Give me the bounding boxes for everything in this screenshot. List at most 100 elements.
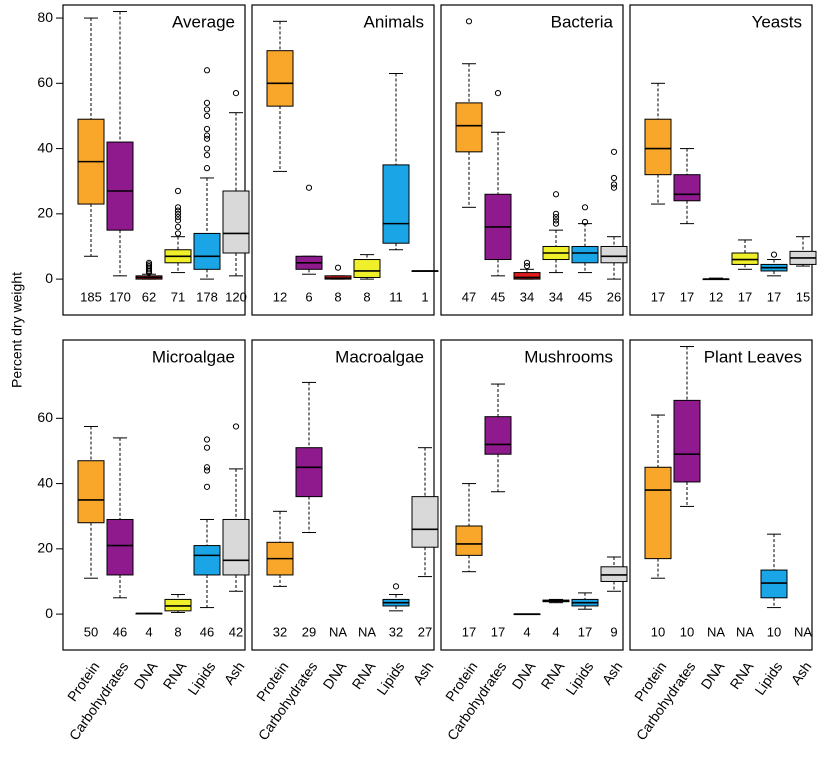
outlier — [305, 184, 313, 191]
outlier — [552, 217, 560, 224]
outlier — [770, 251, 778, 258]
count-label: 1 — [421, 289, 428, 304]
panel-frame — [251, 339, 435, 651]
count-label: 170 — [109, 289, 131, 304]
outlier — [203, 152, 211, 159]
outlier — [203, 67, 211, 74]
y-axis-label: Percent dry weight — [9, 272, 25, 388]
outlier — [203, 99, 211, 106]
x-tick-label: DNA — [319, 658, 349, 692]
box — [106, 518, 134, 576]
count-label: 10 — [680, 624, 694, 639]
count-label: 8 — [363, 289, 370, 304]
panel-title: Animals — [364, 12, 424, 31]
count-label: 34 — [520, 289, 534, 304]
box — [193, 232, 221, 270]
x-tick-label: Lipids — [184, 659, 218, 698]
outlier — [203, 135, 211, 142]
box — [673, 399, 701, 483]
count-label: 9 — [610, 624, 617, 639]
box — [353, 259, 381, 278]
panel-frame — [629, 4, 813, 316]
outlier — [174, 223, 182, 230]
box — [731, 252, 759, 265]
count-label: 45 — [491, 289, 505, 304]
outlier — [203, 436, 211, 443]
x-tick-label: Ash — [788, 659, 815, 688]
outlier — [203, 464, 211, 471]
x-tick-label: Ash — [221, 659, 248, 688]
y-tick-label: 0 — [45, 605, 53, 621]
count-label: 17 — [578, 624, 592, 639]
box — [222, 190, 250, 254]
count-label: 11 — [389, 289, 403, 304]
box — [673, 174, 701, 202]
outlier — [610, 184, 618, 191]
count-label: 12 — [709, 289, 723, 304]
count-label: 17 — [738, 289, 752, 304]
count-label: 15 — [796, 289, 810, 304]
count-label: 46 — [113, 624, 127, 639]
outlier — [203, 132, 211, 139]
box — [106, 141, 134, 231]
y-tick-label: 60 — [37, 409, 53, 425]
panel-title: Microalgae — [152, 347, 235, 366]
y-tick-label: 60 — [37, 74, 53, 90]
count-label: 29 — [302, 624, 316, 639]
panel-title: Bacteria — [551, 12, 614, 31]
outlier — [552, 191, 560, 198]
box — [193, 545, 221, 576]
count-label: 120 — [225, 289, 247, 304]
count-label: 34 — [549, 289, 563, 304]
y-tick-label: 40 — [37, 474, 53, 490]
count-label: 178 — [196, 289, 218, 304]
outlier — [174, 214, 182, 221]
box — [411, 496, 439, 548]
outlier — [610, 181, 618, 188]
outlier — [174, 207, 182, 214]
box — [164, 598, 192, 612]
box — [600, 566, 628, 582]
outlier — [174, 210, 182, 217]
count-label: 4 — [552, 624, 559, 639]
box — [455, 102, 483, 153]
outlier — [203, 125, 211, 133]
x-tick-label: Lipids — [562, 659, 596, 698]
outlier — [581, 218, 589, 226]
outlier — [203, 145, 211, 152]
box — [760, 569, 788, 599]
panel-title: Mushrooms — [524, 347, 613, 366]
count-label: 27 — [418, 624, 432, 639]
box — [513, 272, 541, 280]
outlier — [203, 112, 211, 120]
count-label: 4 — [523, 624, 530, 639]
box — [266, 50, 294, 107]
outlier — [203, 483, 211, 490]
outlier — [494, 90, 502, 97]
count-label: 10 — [767, 624, 781, 639]
count-label: 32 — [273, 624, 287, 639]
panel-frame — [62, 339, 246, 651]
count-label: 4 — [145, 624, 152, 639]
outlier — [552, 220, 560, 227]
box — [571, 245, 599, 264]
outlier — [203, 106, 211, 113]
outlier — [552, 210, 560, 217]
box — [644, 118, 672, 176]
outlier — [174, 230, 182, 237]
y-tick-label: 80 — [37, 9, 53, 25]
outlier — [145, 259, 153, 266]
y-tick-label: 20 — [37, 540, 53, 556]
count-label: 17 — [462, 624, 476, 639]
box — [455, 525, 483, 556]
outlier — [465, 18, 473, 25]
panel-title: Yeasts — [752, 12, 802, 31]
count-label: 17 — [680, 289, 694, 304]
count-label: 10 — [651, 624, 665, 639]
outlier — [174, 204, 182, 211]
outlier — [174, 217, 182, 224]
panel-frame — [62, 4, 246, 316]
outlier — [392, 583, 400, 590]
panel-title: Plant Leaves — [704, 347, 802, 366]
count-label: 50 — [84, 624, 98, 639]
